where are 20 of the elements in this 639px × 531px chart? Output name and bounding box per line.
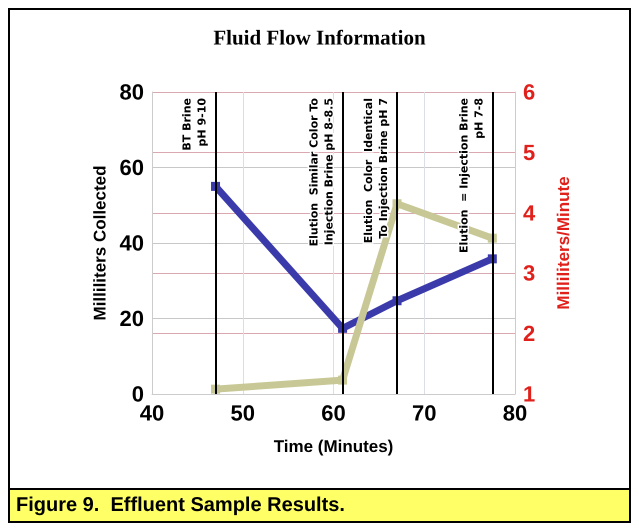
- y-tick-label: 80: [120, 80, 144, 104]
- y-tick-label: 60: [120, 155, 144, 180]
- y2-tick-label: 5: [523, 140, 536, 165]
- caption: Figure 9. Effluent Sample Results.: [10, 488, 629, 521]
- ref-line-label: Elution = Injection Brine pH 7-8: [457, 98, 486, 254]
- y2-tick-label: 2: [523, 321, 536, 346]
- ref-line-label: BT Brine pH 9-10: [180, 98, 209, 151]
- ref-line-label: Elution Color Identical To Injection Brine pH 7: [362, 98, 390, 244]
- y-tick-label: 20: [120, 306, 144, 331]
- x-tick-label: 50: [230, 400, 255, 426]
- x-axis-title: Time (Minutes): [274, 437, 394, 456]
- y2-axis-title: Milliliters/Minute: [554, 176, 573, 310]
- y2-tick-label: 6: [523, 80, 536, 104]
- y2-tick-label: 3: [523, 260, 536, 286]
- chart-title: Fluid Flow Information: [213, 26, 426, 50]
- x-tick-label: 60: [321, 400, 346, 426]
- y2-tick-label: 4: [523, 200, 536, 226]
- x-tick-label: 70: [412, 400, 436, 426]
- y-tick-label: 40: [120, 230, 144, 256]
- y-axis-title: Milliliters Collected: [90, 166, 110, 320]
